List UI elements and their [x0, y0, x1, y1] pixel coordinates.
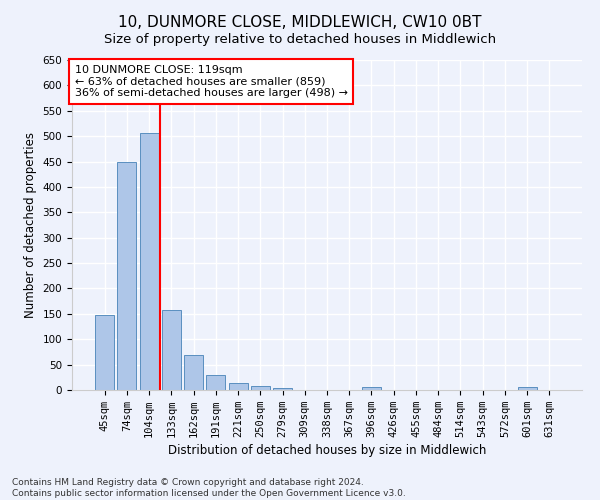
Bar: [162, 310, 181, 390]
Bar: [273, 388, 292, 390]
Bar: [95, 315, 114, 390]
Text: 10, DUNMORE CLOSE, MIDDLEWICH, CW10 0BT: 10, DUNMORE CLOSE, MIDDLEWICH, CW10 0BT: [118, 15, 482, 30]
X-axis label: Distribution of detached houses by size in Middlewich: Distribution of detached houses by size …: [168, 444, 486, 457]
Bar: [184, 356, 203, 390]
Text: Size of property relative to detached houses in Middlewich: Size of property relative to detached ho…: [104, 32, 496, 46]
Bar: [229, 384, 248, 390]
Bar: [518, 387, 536, 390]
Bar: [118, 162, 136, 390]
Bar: [251, 386, 270, 390]
Bar: [206, 375, 225, 390]
Y-axis label: Number of detached properties: Number of detached properties: [24, 132, 37, 318]
Bar: [362, 387, 381, 390]
Text: 10 DUNMORE CLOSE: 119sqm
← 63% of detached houses are smaller (859)
36% of semi-: 10 DUNMORE CLOSE: 119sqm ← 63% of detach…: [74, 65, 347, 98]
Text: Contains HM Land Registry data © Crown copyright and database right 2024.
Contai: Contains HM Land Registry data © Crown c…: [12, 478, 406, 498]
Bar: [140, 132, 158, 390]
